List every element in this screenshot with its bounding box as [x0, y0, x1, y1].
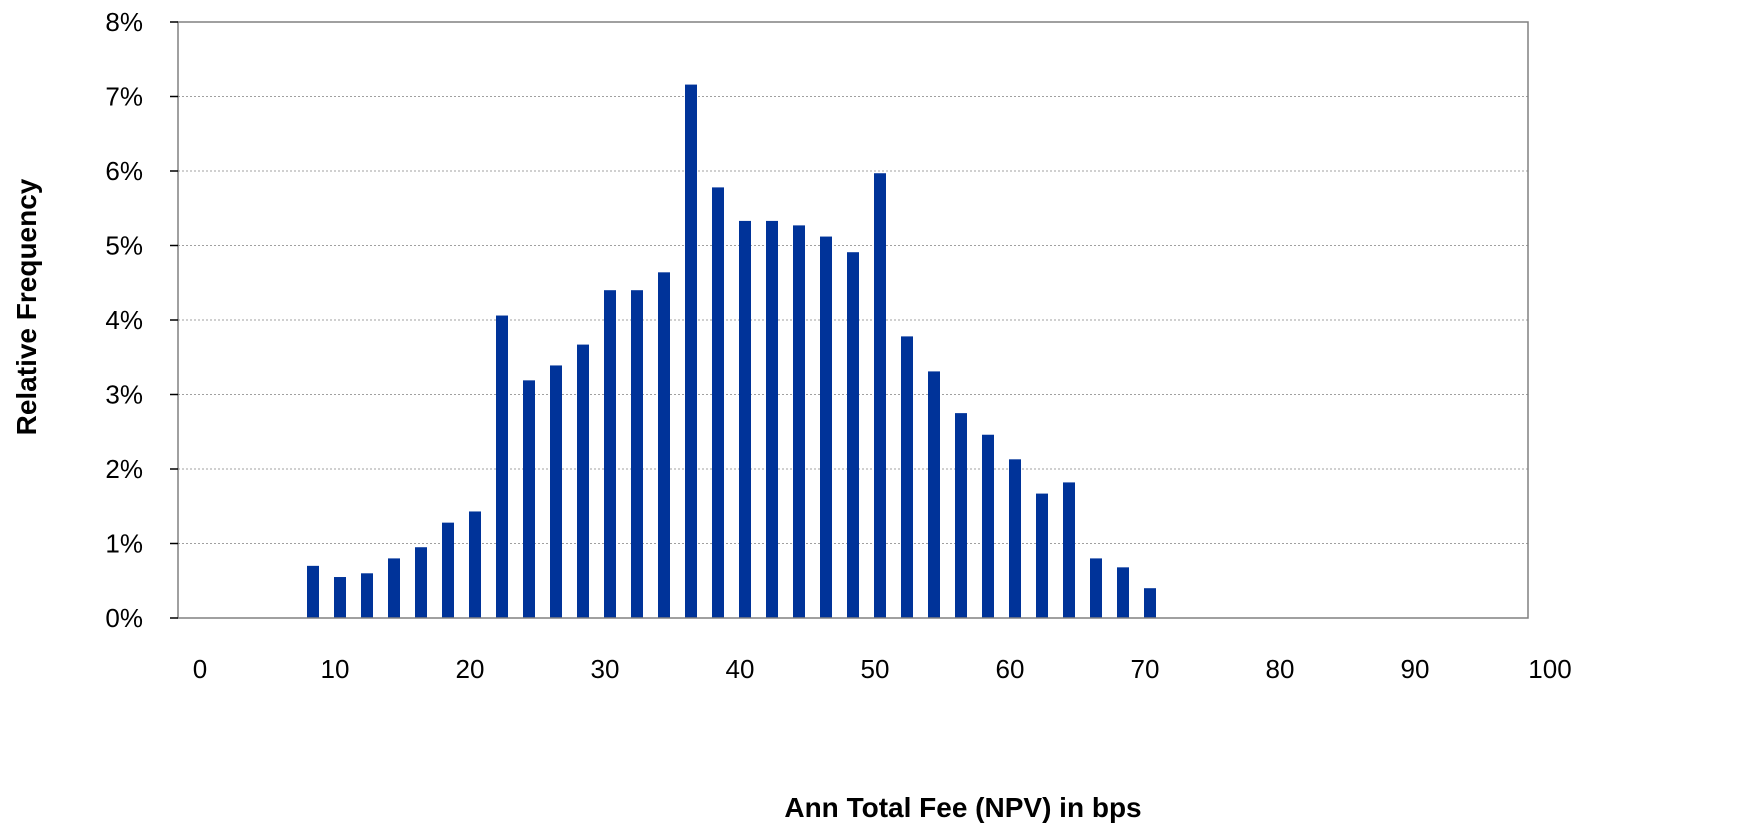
bar: [685, 84, 697, 618]
bar: [820, 236, 832, 618]
bar: [442, 522, 454, 618]
x-tick-label: 80: [1266, 654, 1295, 684]
x-tick-label: 20: [456, 654, 485, 684]
gridlines: [178, 96, 1528, 544]
x-tick-label: 40: [726, 654, 755, 684]
bar: [496, 315, 508, 618]
bar: [955, 413, 967, 618]
x-tick-label: 100: [1528, 654, 1571, 684]
x-tick-label: 10: [321, 654, 350, 684]
y-tick-label: 1%: [105, 529, 143, 559]
bar: [631, 290, 643, 618]
bar: [361, 573, 373, 618]
bar: [577, 344, 589, 618]
bar: [469, 511, 481, 618]
bar: [766, 220, 778, 619]
bar: [1063, 482, 1075, 618]
bar: [334, 577, 346, 618]
x-tick-label: 30: [591, 654, 620, 684]
axes: [170, 21, 1529, 619]
y-tick-label: 7%: [105, 82, 143, 112]
bar: [793, 225, 805, 618]
bar: [1144, 588, 1156, 618]
x-tick-label: 50: [861, 654, 890, 684]
bar: [1009, 459, 1021, 618]
x-tick-label: 90: [1401, 654, 1430, 684]
y-tick-label: 8%: [105, 7, 143, 37]
y-tick-label: 3%: [105, 380, 143, 410]
bar: [847, 252, 859, 618]
bar: [874, 173, 886, 619]
x-axis-title: Ann Total Fee (NPV) in bps: [784, 792, 1141, 823]
y-tick-label: 2%: [105, 454, 143, 484]
bar: [388, 558, 400, 618]
y-axis-title: Relative Frequency: [11, 178, 42, 435]
y-tick-label: 6%: [105, 156, 143, 186]
bar: [739, 220, 751, 619]
y-tick-label: 5%: [105, 231, 143, 261]
y-tick-label: 4%: [105, 305, 143, 335]
bar: [523, 380, 535, 618]
bar: [550, 365, 562, 618]
bars: [307, 84, 1156, 619]
bar: [415, 547, 427, 618]
bar: [901, 336, 913, 618]
x-tick-label: 60: [996, 654, 1025, 684]
bar: [1090, 558, 1102, 618]
tick-labels: 0% 1% 2% 3% 4% 5% 6% 7% 8% 0 10 20 30 40 50 60 70 80 90 100: [105, 7, 1571, 684]
x-tick-label: 70: [1131, 654, 1160, 684]
bar: [712, 187, 724, 618]
bar: [982, 434, 994, 618]
y-tick-label: 0%: [105, 603, 143, 633]
bar: [1036, 493, 1048, 618]
bar: [658, 272, 670, 618]
bar: [307, 565, 319, 618]
bar: [1117, 567, 1129, 618]
x-tick-label: 0: [193, 654, 207, 684]
bar: [928, 371, 940, 618]
bar: [604, 290, 616, 618]
